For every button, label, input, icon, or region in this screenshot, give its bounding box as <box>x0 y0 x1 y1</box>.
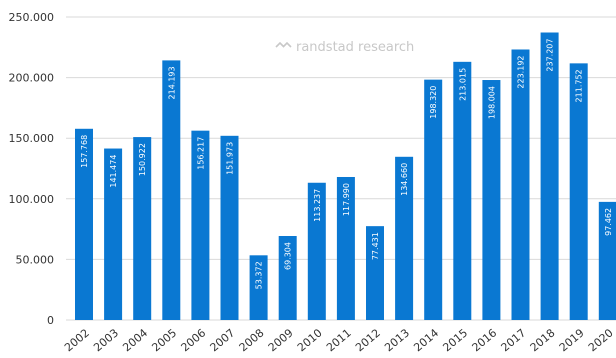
bar <box>104 148 123 320</box>
data-label: 113.237 <box>313 189 322 222</box>
bar <box>366 226 384 320</box>
bar <box>569 63 588 321</box>
bar <box>220 135 239 320</box>
data-label: 157.768 <box>80 135 89 168</box>
x-tick-label: 2007 <box>208 326 238 354</box>
bar <box>424 79 443 320</box>
data-label: 69.304 <box>284 242 293 270</box>
data-label: 223.192 <box>517 55 526 88</box>
data-label: 211.752 <box>575 69 584 102</box>
x-tick-label: 2011 <box>324 326 354 354</box>
x-tick-label: 2019 <box>557 326 587 354</box>
data-label: 77.431 <box>371 232 380 260</box>
data-label: 141.474 <box>109 155 118 188</box>
x-tick-label: 2015 <box>440 326 470 354</box>
bars: 157.768 141.474 150.922 214.193 156.217 151.9… <box>75 32 616 321</box>
x-tick-label: 2009 <box>266 326 296 354</box>
data-label: 150.922 <box>138 143 147 176</box>
data-label: 214.193 <box>167 66 176 99</box>
data-label: 151.973 <box>226 142 235 175</box>
bar <box>191 130 210 320</box>
bar <box>395 156 414 320</box>
x-tick-label: 2005 <box>149 326 179 354</box>
x-tick-label: 2014 <box>411 326 441 354</box>
data-label: 198.320 <box>429 86 438 119</box>
bar <box>540 32 559 320</box>
x-tick-label: 2010 <box>295 326 325 354</box>
x-tick-label: 2017 <box>499 326 529 354</box>
y-tick-label: 0 <box>47 314 54 327</box>
bar <box>598 201 616 320</box>
x-tick-label: 2002 <box>62 326 92 354</box>
data-label: 198.004 <box>487 86 496 119</box>
x-tick-label: 2006 <box>179 326 209 354</box>
y-tick-label: 150.000 <box>9 132 55 145</box>
x-tick-label: 2018 <box>528 326 558 354</box>
x-tick-label: 2020 <box>586 326 616 354</box>
data-label: 134.660 <box>400 163 409 196</box>
x-tick-label: 2016 <box>470 326 500 354</box>
bar <box>307 182 326 320</box>
data-label: 156.217 <box>196 137 205 170</box>
y-tick-label: 250.000 <box>9 11 55 24</box>
bar <box>336 176 355 320</box>
x-tick-label: 2004 <box>120 326 150 354</box>
bar <box>162 60 181 321</box>
data-label: 213.015 <box>458 68 467 101</box>
x-axis-ticks: 2002 2003 2004 2005 2006 2007 2008 2009 2010 2011… <box>62 326 616 354</box>
bar <box>75 128 93 320</box>
bar <box>278 236 297 320</box>
x-tick-label: 2003 <box>91 326 121 354</box>
y-axis-ticks: 0 50.000 100.000 150.000 200.000 250.000 <box>9 11 55 327</box>
y-tick-label: 50.000 <box>16 253 55 266</box>
bar <box>482 80 501 320</box>
data-label: 237.207 <box>546 39 555 72</box>
randstad-logo-icon <box>275 41 292 48</box>
bar <box>453 61 472 321</box>
bar <box>249 255 268 320</box>
x-tick-label: 2013 <box>382 326 412 354</box>
data-label: 97.462 <box>604 208 613 236</box>
data-label: 53.372 <box>255 261 264 289</box>
watermark-text: randstad research <box>296 40 414 55</box>
bar <box>133 137 152 320</box>
watermark: randstad research <box>275 40 414 55</box>
bar <box>511 49 530 320</box>
x-tick-label: 2008 <box>237 326 267 354</box>
y-tick-label: 200.000 <box>9 72 55 85</box>
data-label: 117.990 <box>342 183 351 216</box>
y-tick-label: 100.000 <box>9 193 55 206</box>
x-tick-label: 2012 <box>353 326 383 354</box>
